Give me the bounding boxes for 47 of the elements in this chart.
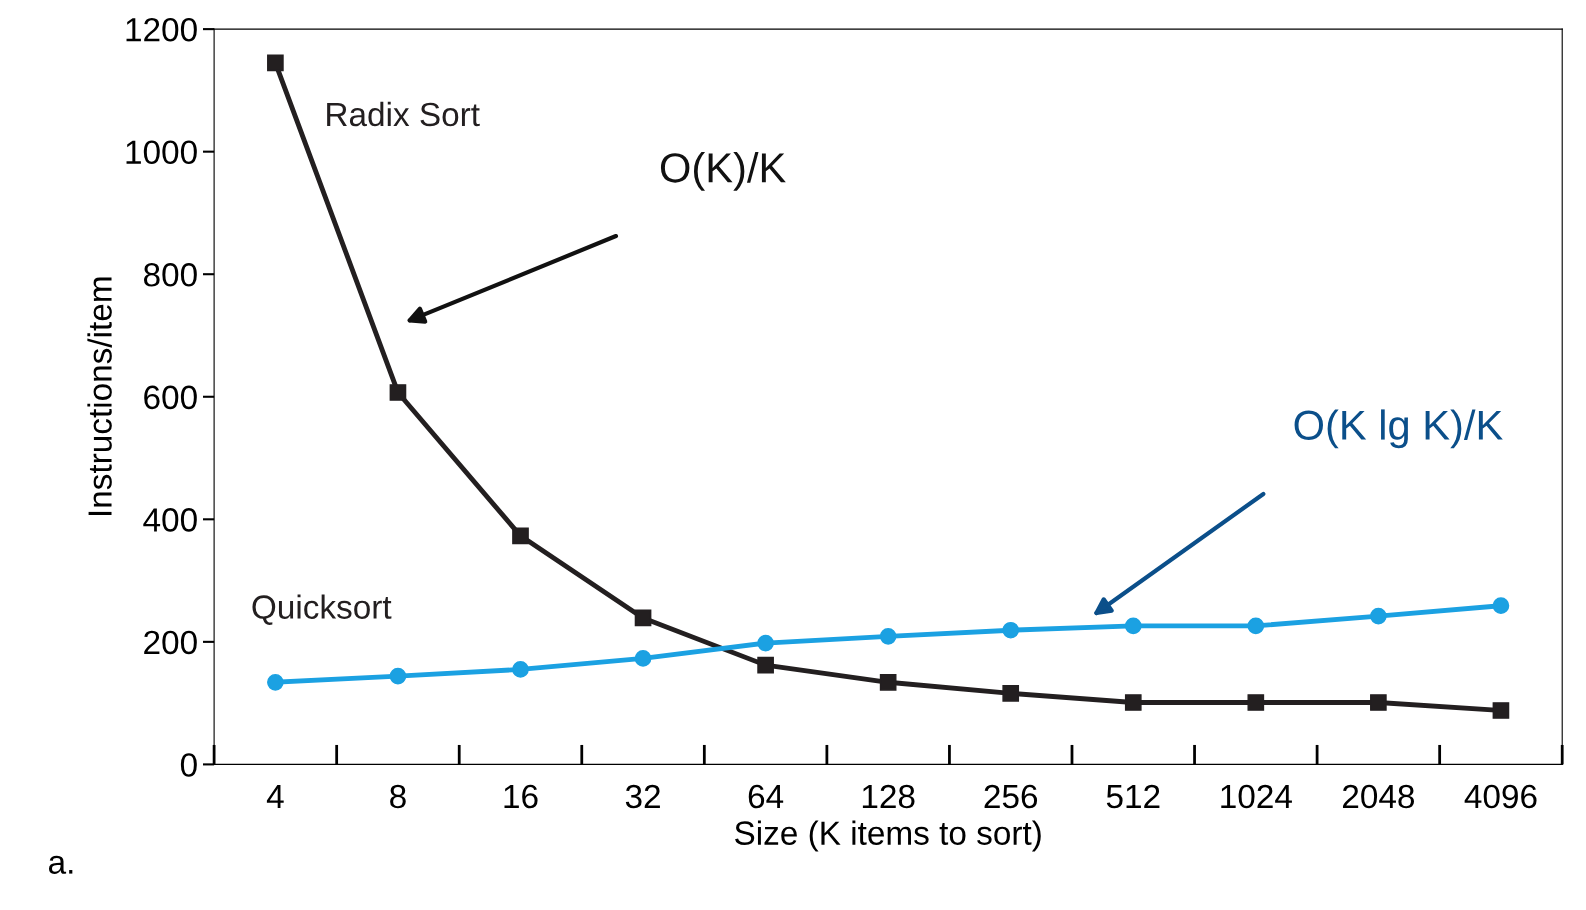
y-axis-title: Instructions/item — [87, 277, 112, 516]
y-tick-label: 200 — [144, 630, 197, 655]
point — [879, 628, 897, 645]
point — [1247, 694, 1265, 711]
point — [1002, 684, 1020, 702]
x-tick-label: 4096 — [1464, 784, 1537, 809]
point — [1124, 694, 1142, 711]
point — [1247, 617, 1265, 635]
y-tick-label: 800 — [143, 263, 197, 287]
y-tick-label: 400 — [143, 508, 197, 532]
y-tick-label: 1000 — [126, 140, 197, 165]
point — [389, 384, 407, 401]
text: a. — [49, 855, 73, 874]
point — [267, 54, 284, 72]
point — [1370, 607, 1387, 625]
x-tick-label: 128 — [862, 784, 915, 809]
point — [512, 527, 529, 545]
point — [1492, 597, 1510, 615]
y-tick-label: 1200 — [126, 17, 197, 42]
y-tick-label: 0 — [180, 753, 197, 777]
x-tick-label: 32 — [625, 784, 660, 809]
point — [757, 656, 774, 674]
point — [634, 609, 652, 627]
x-tick-label: 1024 — [1221, 784, 1292, 809]
y-tick-label: 600 — [144, 385, 197, 410]
x-tick-label: 4 — [266, 785, 284, 808]
point — [1492, 702, 1510, 719]
x-axis-title: Size (K items to sort) — [735, 820, 1041, 852]
point — [1370, 694, 1387, 711]
point — [757, 634, 774, 652]
point — [1124, 617, 1142, 635]
x-tick-label: 8 — [390, 784, 406, 809]
series-label: Radix Sort — [327, 101, 480, 127]
x-tick-label: 16 — [504, 784, 538, 809]
point — [512, 661, 529, 678]
point — [1002, 621, 1020, 639]
point — [389, 667, 407, 685]
point — [634, 650, 652, 667]
x-tick-label: 512 — [1106, 784, 1160, 809]
x-tick-label: 256 — [984, 784, 1038, 809]
point — [879, 673, 897, 691]
series-label: Quicksort — [252, 594, 392, 625]
x-tick-label: 2048 — [1342, 784, 1415, 809]
annotation: O(K)/K — [660, 152, 786, 191]
point — [267, 673, 284, 691]
x-tick-label: 64 — [748, 784, 784, 809]
annotation: O(K lg K)/K — [1294, 409, 1503, 449]
